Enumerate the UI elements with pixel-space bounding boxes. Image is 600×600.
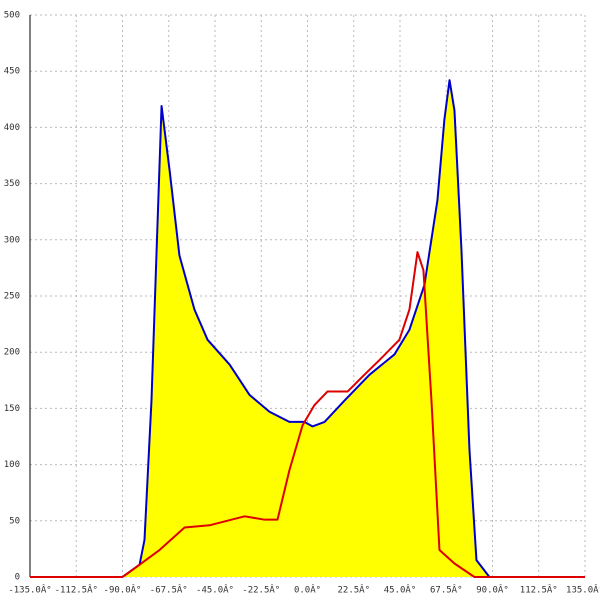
- x-tick-label: 0.0Â°: [294, 584, 321, 596]
- x-tick-label: 22.5Â°: [337, 584, 370, 596]
- y-tick-label: 150: [4, 404, 20, 414]
- series-line: [30, 251, 585, 578]
- series-line: [30, 79, 585, 578]
- x-tick-label: 135.0Â°: [566, 584, 600, 596]
- y-tick-label: 400: [4, 123, 20, 133]
- x-tick-label: -22.5Â°: [242, 584, 280, 596]
- y-tick-label: 500: [4, 11, 20, 21]
- x-tick-label: -67.5Â°: [150, 584, 188, 596]
- y-tick-label: 350: [4, 179, 20, 189]
- y-tick-label: 50: [9, 516, 20, 526]
- x-tick-label: 45.0Â°: [384, 584, 417, 596]
- x-tick-label: 90.0Â°: [476, 584, 509, 596]
- y-tick-label: 100: [4, 460, 20, 470]
- y-tick-label: 200: [4, 348, 20, 358]
- x-tick-label: 112.5Â°: [520, 584, 558, 596]
- y-tick-label: 0: [15, 573, 20, 583]
- x-tick-label: -135.0Â°: [8, 584, 51, 596]
- x-tick-label: -90.0Â°: [104, 584, 142, 596]
- x-tick-label: -45.0Â°: [196, 584, 234, 596]
- y-tick-label: 450: [4, 67, 20, 77]
- x-tick-label: 67.5Â°: [430, 584, 463, 596]
- y-tick-label: 300: [4, 235, 20, 245]
- x-tick-label: -112.5Â°: [55, 584, 98, 596]
- area-fill: [30, 80, 585, 577]
- y-tick-label: 250: [4, 292, 20, 302]
